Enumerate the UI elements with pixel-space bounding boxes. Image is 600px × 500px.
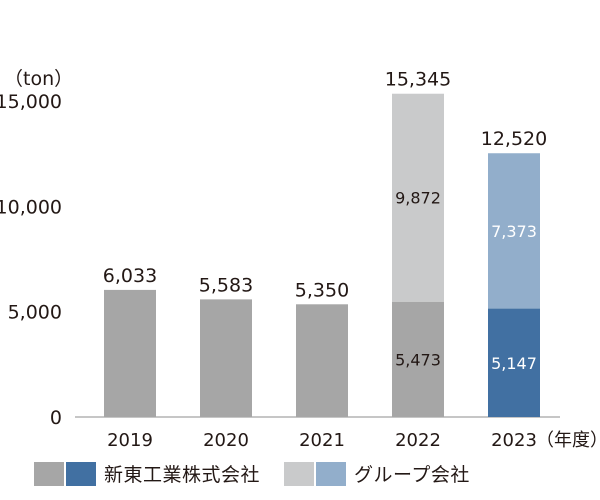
bar-segment-company — [104, 289, 156, 417]
bar-segment-company — [488, 308, 540, 417]
bar-segment-label: 9,872 — [395, 189, 441, 208]
y-tick-label: 10,000 — [0, 196, 62, 218]
bar-segment-group — [392, 93, 444, 302]
bar-total-label: 15,345 — [385, 69, 451, 91]
bar-segment-group — [488, 153, 540, 309]
x-axis-ticks: 2019 2020 2021 2022 2023 — [107, 430, 537, 451]
bar-total-label: 5,350 — [295, 279, 349, 301]
y-unit-label: （ton） — [4, 68, 73, 90]
bar-segment-label: 7,373 — [491, 222, 537, 241]
x-axis-suffix: （年度） — [536, 430, 600, 451]
legend-swatch-group-blue — [316, 461, 347, 486]
y-tick-label: 15,000 — [0, 91, 62, 113]
legend-label-company: 新東工業株式会社 — [104, 464, 261, 486]
legend-label-group: グループ会社 — [354, 464, 470, 486]
bar-total-label: 5,583 — [199, 274, 253, 296]
bar-segment-company — [200, 299, 252, 417]
legend-swatch-company-blue — [66, 461, 96, 486]
bar-segment-company — [392, 301, 444, 417]
y-tick-label: 0 — [50, 407, 62, 429]
bar-total-label: 12,520 — [481, 128, 547, 150]
x-tick-label: 2022 — [395, 430, 441, 451]
x-tick-label: 2019 — [107, 430, 153, 451]
legend-swatch-company-gray — [34, 461, 64, 486]
bar-segment-label: 5,473 — [395, 350, 441, 369]
legend-swatch-group-gray — [284, 461, 315, 486]
y-tick-label: 5,000 — [8, 302, 62, 324]
y-axis-ticks: 0 5,000 10,000 15,000 — [0, 91, 62, 429]
bar-chart: （ton） 0 5,000 10,000 15,000 6,033 5,583 5,350… — [0, 68, 600, 451]
x-tick-label: 2020 — [203, 430, 249, 451]
bar-total-label: 6,033 — [103, 265, 157, 287]
bar-segment-company — [296, 304, 348, 417]
bar-segment-label: 5,147 — [491, 354, 537, 373]
x-tick-label: 2021 — [299, 430, 345, 451]
legend: 新東工業株式会社 グループ会社 — [34, 460, 494, 487]
x-tick-label: 2023 — [491, 430, 537, 451]
bars: 6,033 5,583 5,350 5,473 9,872 15,345 5,147 7,37… — [103, 69, 547, 417]
